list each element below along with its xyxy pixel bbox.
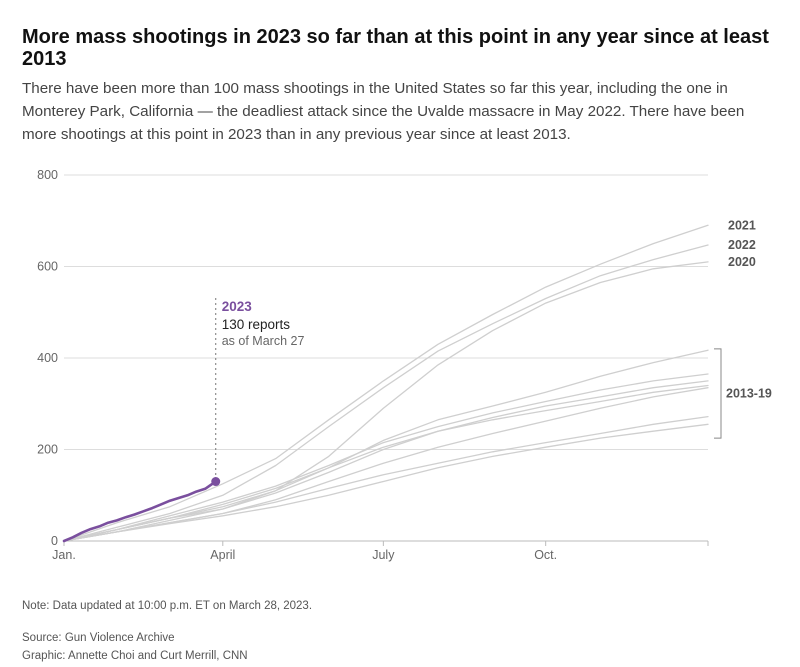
annotation-text: 130 reports (222, 317, 291, 332)
series-line-2018 (63, 373, 709, 542)
x-tick-label-0: Jan. (52, 548, 76, 562)
series-line-2017 (63, 380, 709, 542)
series-line-2014 (63, 415, 709, 542)
credit-text: Graphic: Annette Choi and Curt Merrill, … (22, 650, 248, 662)
series-line-2022 (63, 244, 709, 542)
x-tick-label-3: Oct. (534, 548, 557, 562)
x-tick-label-1: April (210, 548, 235, 562)
group-bracket (714, 348, 722, 439)
series-line-2023 (62, 480, 217, 543)
series-label-2022: 2022 (728, 238, 756, 252)
series-line-2020 (63, 261, 709, 542)
series-line-2021 (63, 224, 709, 542)
y-tick-label-400: 400 (37, 351, 58, 365)
page-title: More mass shootings in 2023 so far than … (22, 26, 769, 70)
source-text: Source: Gun Violence Archive (22, 632, 175, 644)
annotation-point (211, 477, 221, 487)
y-tick-label-600: 600 (37, 260, 58, 274)
y-tick-label-200: 200 (37, 443, 58, 457)
series-line-2013 (63, 423, 709, 542)
note-text: Note: Data updated at 10:00 p.m. ET on M… (22, 600, 313, 612)
annotation-year: 2023 (222, 299, 253, 314)
y-tick-label-0: 0 (51, 534, 58, 548)
annotation-subtext: as of March 27 (222, 334, 305, 348)
x-tick-label-2: July (372, 548, 395, 562)
series-line-2016 (63, 384, 709, 542)
group-bracket-label: 2013-19 (726, 386, 772, 400)
series-lines (62, 224, 709, 543)
grid-lines: 0 200 400 600 800 (37, 168, 708, 548)
series-labels: 2021 2022 2020 2013-19 (714, 218, 772, 439)
x-axis: Jan. April July Oct. (52, 540, 709, 562)
y-tick-label-800: 800 (37, 168, 58, 182)
series-label-2021: 2021 (728, 218, 756, 232)
annotation-2023: 2023 130 reports as of March 27 (211, 298, 305, 487)
page-subtitle: There have been more than 100 mass shoot… (22, 80, 745, 143)
series-label-2020: 2020 (728, 255, 756, 269)
